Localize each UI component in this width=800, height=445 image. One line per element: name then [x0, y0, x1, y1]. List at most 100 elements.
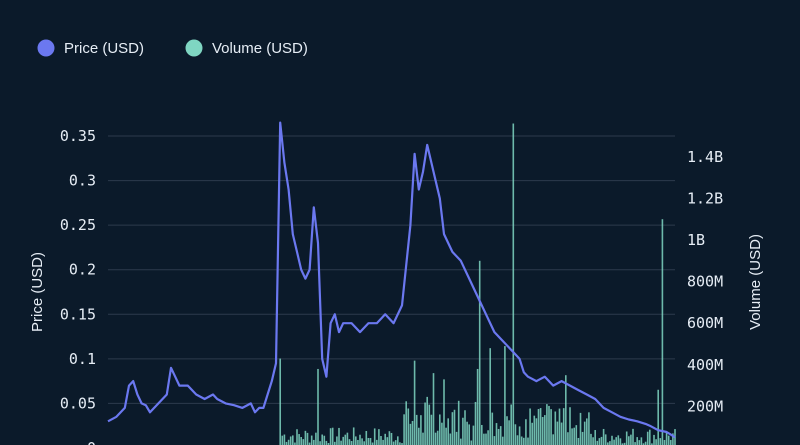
volume-bar: [512, 123, 515, 445]
volume-bar: [302, 439, 305, 445]
volume-bar: [365, 430, 368, 445]
volume-bar: [602, 428, 605, 445]
volume-bar: [283, 434, 286, 445]
volume-bar: [380, 436, 382, 445]
volume-bar: [502, 436, 504, 445]
price-series: [107, 121, 676, 439]
volume-bar: [390, 432, 393, 445]
volume-bar: [550, 409, 552, 445]
volume-bar: [497, 428, 500, 445]
volume-bar: [623, 442, 626, 445]
volume-bar: [321, 434, 323, 445]
volume-bar: [289, 436, 292, 445]
volume-bar: [604, 434, 607, 445]
volume-bar: [558, 408, 561, 445]
volume-bar: [487, 430, 489, 445]
volume-bar: [325, 440, 328, 445]
volume-bar: [407, 408, 410, 445]
volume-bar: [592, 437, 594, 445]
volume-bar: [560, 422, 563, 445]
volume-bar: [474, 401, 477, 445]
volume-bar: [491, 412, 494, 445]
volume-bar: [516, 435, 519, 445]
volume-bar: [361, 438, 363, 445]
volume-bar: [451, 412, 454, 445]
volume-bar: [403, 414, 405, 445]
right-tick-label: 1.4B: [687, 148, 723, 166]
volume-bar: [376, 439, 378, 445]
volume-bar: [535, 418, 538, 445]
legend-item-price[interactable]: Price (USD): [37, 39, 145, 58]
volume-bar: [541, 416, 544, 445]
volume-bar: [472, 425, 475, 445]
volume-bar: [644, 441, 647, 445]
volume-bar: [317, 368, 319, 445]
volume-bar: [594, 430, 596, 445]
volume-bar: [625, 431, 628, 445]
right-tick-label: 1.2B: [687, 189, 723, 207]
volume-bar: [338, 427, 340, 445]
volume-bar: [397, 436, 399, 445]
volume-bar: [457, 400, 460, 445]
volume-bar: [552, 434, 554, 445]
volume-bar: [672, 433, 674, 445]
volume-bar: [350, 441, 353, 445]
volume-bar: [483, 433, 485, 445]
volume-bar: [544, 415, 546, 445]
volume-bar: [649, 429, 651, 445]
volume-bar: [319, 441, 321, 445]
legend-label-price: Price (USD): [64, 40, 144, 57]
gridlines: [108, 135, 675, 404]
left-tick-label: 0.1: [69, 350, 96, 368]
volume-bar: [355, 436, 357, 445]
volume-bar: [447, 418, 449, 445]
volume-bar: [663, 439, 666, 445]
volume-bar: [665, 431, 668, 445]
volume-bar: [621, 443, 624, 445]
volume-bar: [329, 428, 332, 445]
volume-bar: [392, 441, 395, 445]
volume-bar: [481, 424, 483, 445]
volume-bar: [399, 442, 401, 445]
volume-bar: [518, 426, 521, 445]
volume-bar: [636, 437, 638, 445]
volume-bar: [468, 424, 470, 445]
volume-bar: [327, 443, 330, 445]
volume-bar: [462, 417, 464, 445]
volume-bar: [466, 421, 468, 445]
volume-bar: [537, 409, 540, 445]
volume-bar: [571, 428, 573, 445]
volume-bar: [548, 405, 550, 445]
volume-bar: [642, 443, 645, 445]
volume-bar: [607, 442, 609, 445]
volume-bar: [476, 368, 479, 445]
volume-bar: [334, 441, 336, 445]
legend-item-volume[interactable]: Volume (USD): [185, 39, 308, 58]
volume-bar: [567, 432, 569, 445]
right-tick-label: 400M: [687, 356, 723, 374]
right-axis-ticks: 1.4B 1.2B 1B 800M 600M 400M 200M: [687, 148, 723, 416]
volume-bar: [294, 442, 296, 445]
volume-bar: [386, 437, 389, 445]
volume-bar: [495, 423, 498, 445]
right-tick-label: 600M: [687, 314, 723, 332]
volume-bar: [409, 423, 412, 445]
volume-bar: [323, 435, 326, 445]
volume-bar: [638, 440, 641, 445]
volume-bar: [485, 433, 487, 445]
legend-swatch-price: [37, 39, 55, 57]
volume-bar: [371, 442, 374, 445]
volume-bar: [655, 439, 657, 445]
volume-bar: [634, 442, 636, 445]
left-axis-title: Price (USD): [29, 252, 46, 332]
volume-bar: [304, 430, 307, 445]
legend-label-volume: Volume (USD): [212, 40, 308, 57]
price-line: [107, 121, 676, 439]
volume-bar: [579, 412, 582, 445]
volume-bar: [609, 441, 611, 445]
volume-bar: [298, 434, 300, 445]
volume-bar: [331, 427, 334, 445]
volume-bar: [348, 439, 351, 445]
volume-bar: [281, 435, 284, 445]
right-tick-label: 1B: [687, 231, 705, 249]
